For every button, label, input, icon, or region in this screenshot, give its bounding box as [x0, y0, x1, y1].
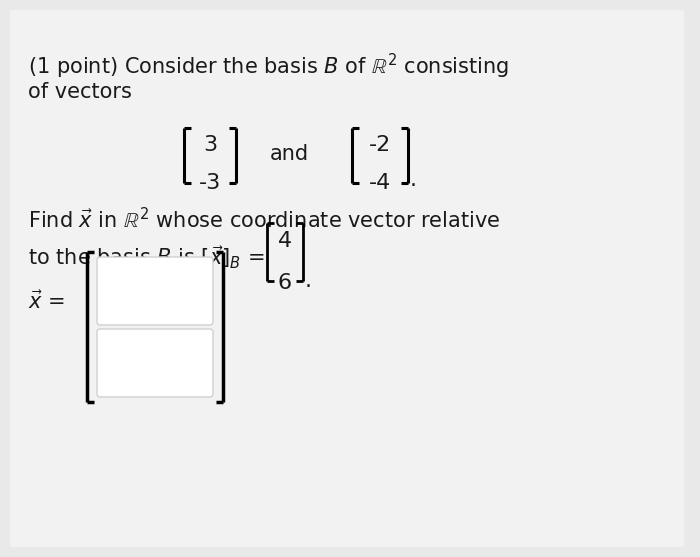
FancyBboxPatch shape	[97, 257, 213, 325]
Text: -3: -3	[199, 173, 221, 193]
Text: 6: 6	[278, 273, 292, 293]
Text: $\vec{x}$ =: $\vec{x}$ =	[28, 291, 65, 314]
FancyBboxPatch shape	[10, 10, 684, 547]
Text: Find $\vec{x}$ in $\mathbb{R}^2$ whose coordinate vector relative: Find $\vec{x}$ in $\mathbb{R}^2$ whose c…	[28, 207, 500, 232]
Text: and: and	[270, 144, 309, 164]
Text: .: .	[410, 170, 417, 190]
Text: 3: 3	[203, 135, 217, 155]
Text: -2: -2	[369, 135, 391, 155]
Text: 4: 4	[278, 231, 292, 251]
FancyBboxPatch shape	[97, 329, 213, 397]
Text: of vectors: of vectors	[28, 82, 132, 102]
Text: -4: -4	[369, 173, 391, 193]
Text: (1 point) Consider the basis $\mathit{B}$ of $\mathbb{R}^2$ consisting: (1 point) Consider the basis $\mathit{B}…	[28, 52, 509, 81]
Text: to the basis $\mathit{B}$ is $[\vec{x}]_B$ =: to the basis $\mathit{B}$ is $[\vec{x}]_…	[28, 245, 265, 271]
Text: .: .	[305, 271, 312, 291]
